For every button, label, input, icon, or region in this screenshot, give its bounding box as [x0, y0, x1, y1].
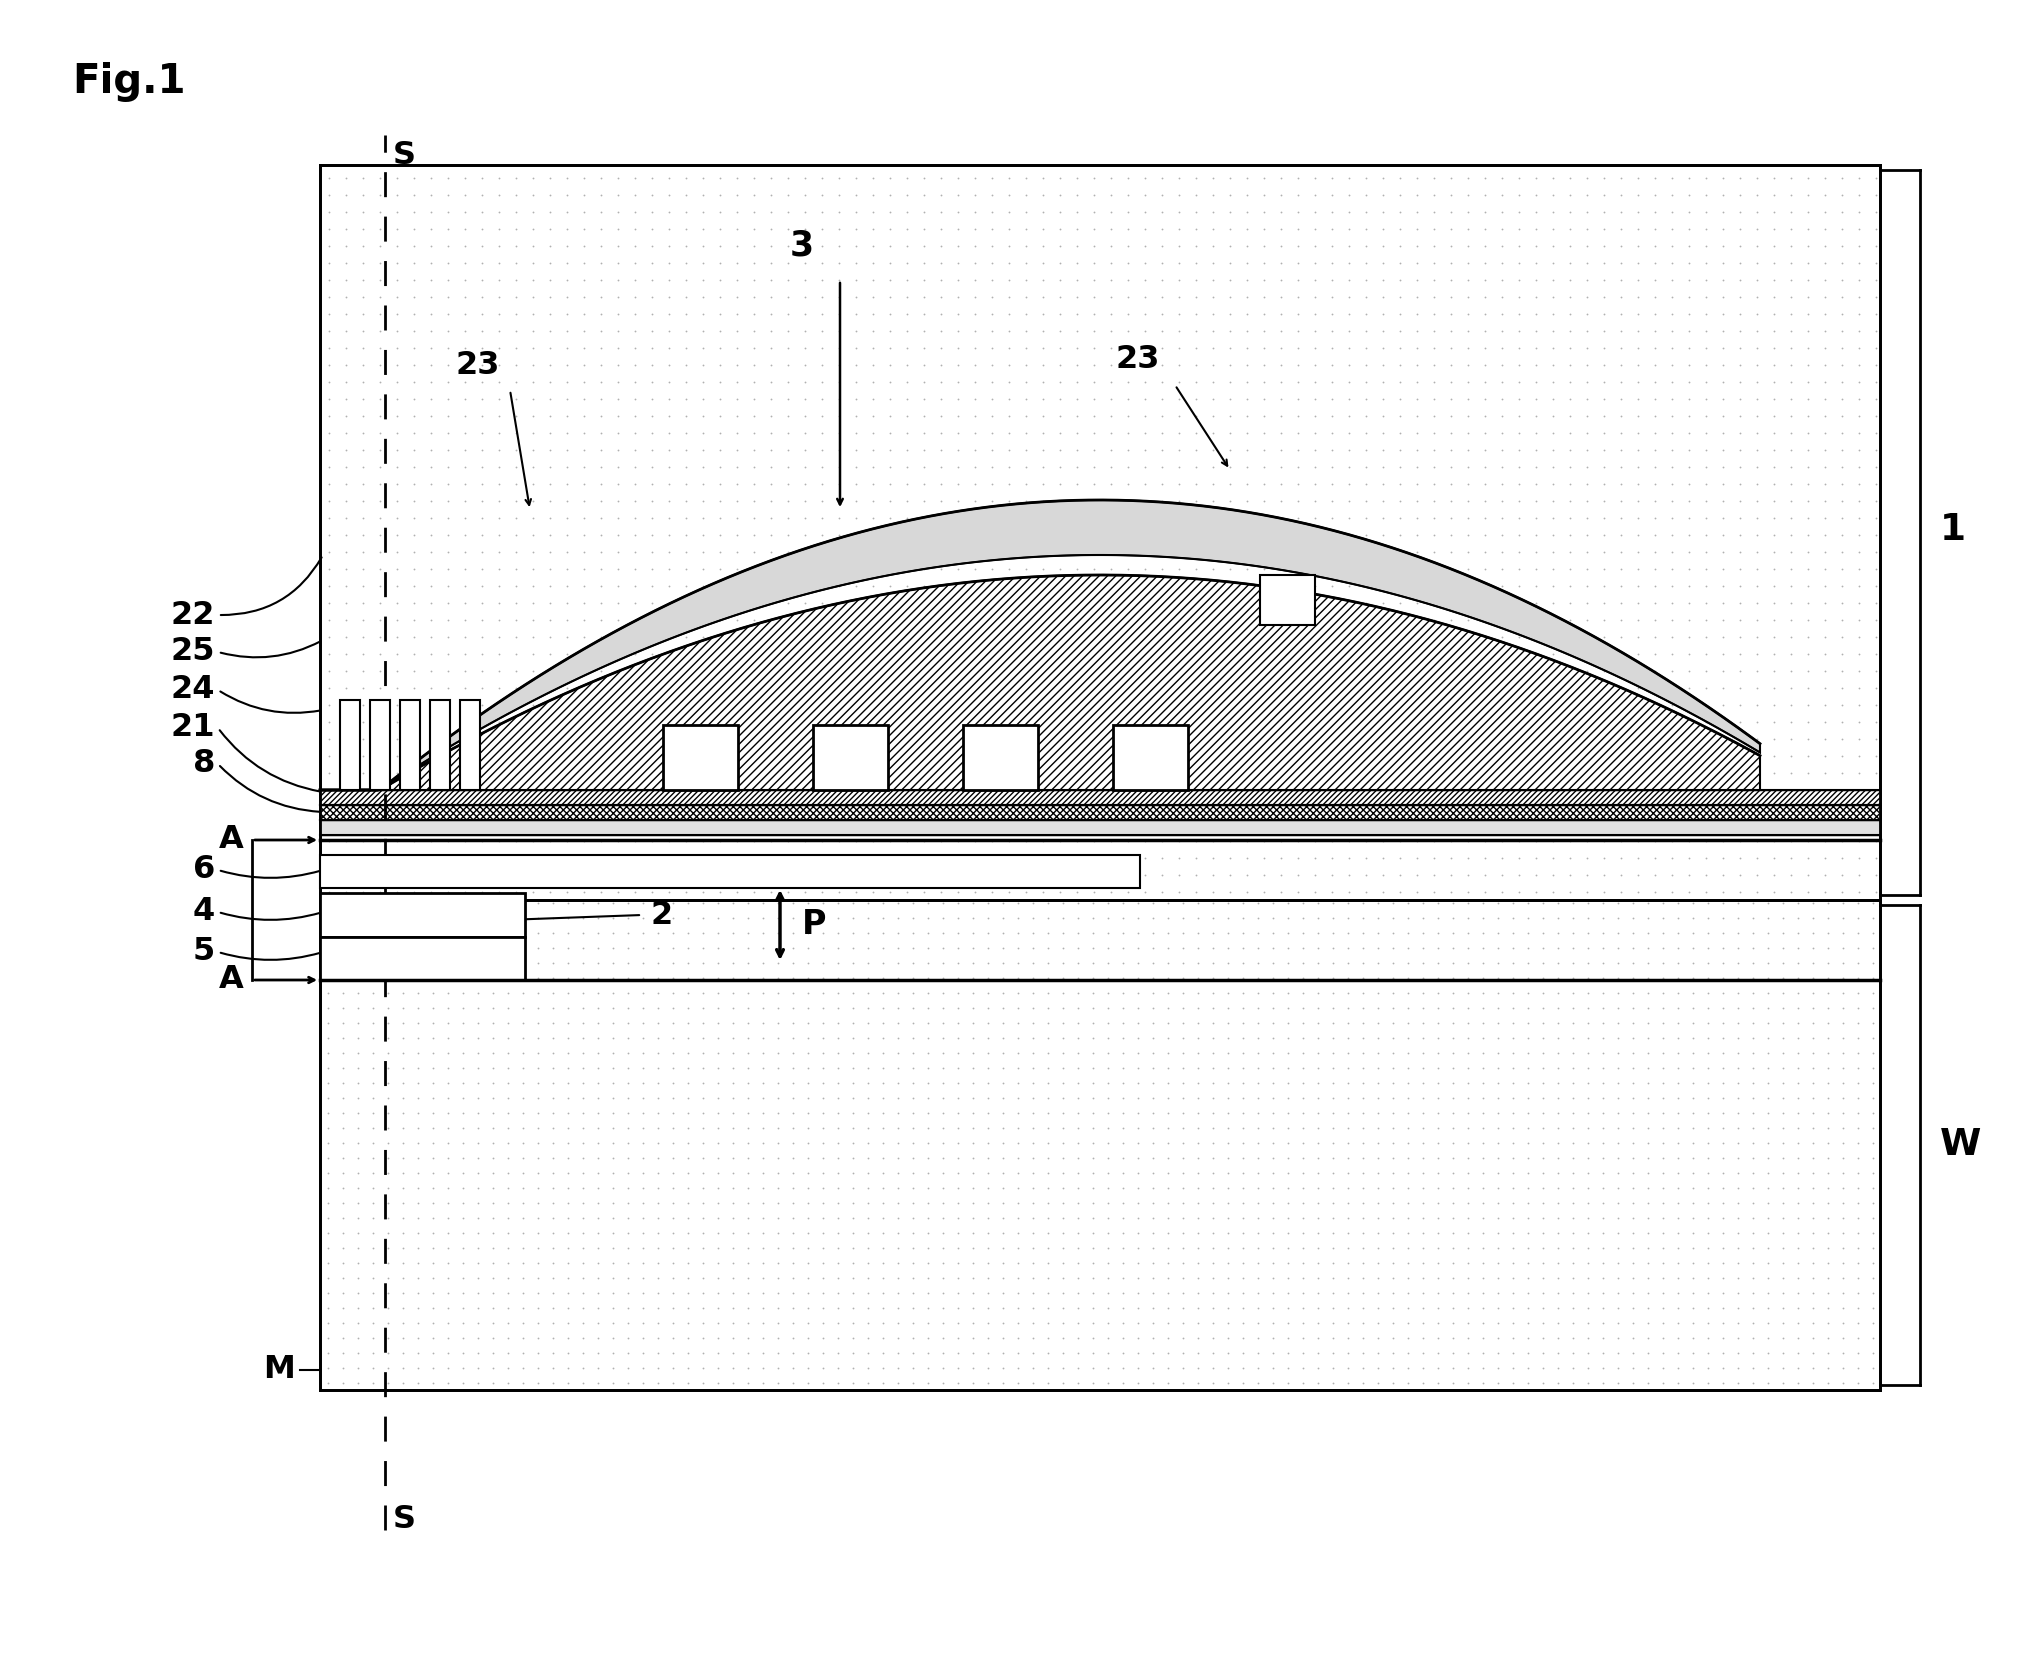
Bar: [429, 700, 450, 791]
Text: 3: 3: [789, 228, 814, 262]
Text: 23: 23: [456, 349, 500, 381]
Text: 1: 1: [1940, 512, 1967, 547]
Text: A: A: [220, 964, 244, 996]
Polygon shape: [319, 574, 1759, 791]
Text: Fig.1: Fig.1: [71, 62, 185, 102]
Text: 23: 23: [1115, 344, 1159, 376]
Text: W: W: [1940, 1127, 1981, 1164]
Bar: [319, 819, 1879, 834]
Text: 2: 2: [651, 900, 673, 930]
Bar: [663, 725, 738, 791]
Text: 5: 5: [193, 937, 216, 967]
Bar: [319, 804, 1879, 819]
Bar: [319, 893, 525, 937]
Bar: [460, 700, 480, 791]
Bar: [319, 937, 525, 981]
Bar: [319, 165, 1879, 900]
Text: P: P: [801, 908, 826, 942]
Text: 21: 21: [171, 712, 216, 744]
Bar: [814, 725, 889, 791]
Bar: [319, 900, 1879, 1390]
Bar: [401, 700, 419, 791]
Text: S: S: [393, 139, 417, 171]
Text: S: S: [393, 1504, 417, 1536]
Text: 8: 8: [193, 749, 216, 779]
Polygon shape: [319, 500, 1759, 791]
Bar: [319, 791, 1879, 804]
Text: 6: 6: [193, 855, 216, 885]
Text: 24: 24: [171, 675, 216, 705]
Text: 25: 25: [171, 636, 216, 668]
Bar: [340, 700, 360, 791]
Bar: [1113, 725, 1188, 791]
Text: A: A: [220, 824, 244, 856]
Bar: [1259, 574, 1316, 625]
Bar: [962, 725, 1037, 791]
Bar: [370, 700, 391, 791]
Text: 22: 22: [171, 599, 216, 631]
Text: M: M: [262, 1355, 295, 1385]
Text: 4: 4: [193, 897, 216, 927]
Bar: [319, 855, 1139, 888]
